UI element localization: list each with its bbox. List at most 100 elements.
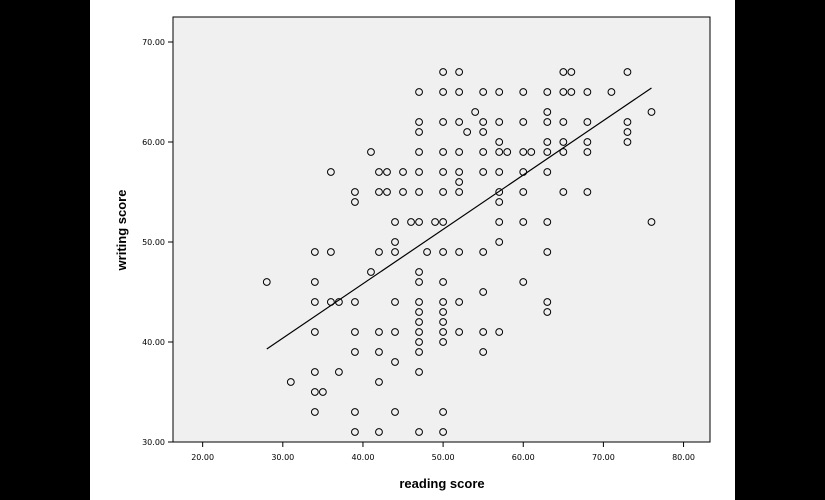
data-point [607,88,616,96]
data-point [567,88,576,96]
data-point [623,68,632,76]
data-point [455,88,464,96]
data-point [583,138,592,146]
data-point [351,428,359,436]
y-axis: 30.00 40.00 50.00 60.00 70.00 [142,38,173,447]
data-point [399,168,407,176]
data-point [495,328,504,336]
data-point [463,128,472,136]
data-point [623,118,632,126]
data-point [455,178,464,186]
data-point [519,148,528,156]
x-tick-label: 20.00 [191,453,214,462]
data-point [439,88,448,96]
data-point [455,298,464,306]
data-point [391,328,399,336]
data-point [286,378,295,386]
data-point [495,138,504,146]
data-point [479,328,488,336]
data-point [495,118,504,126]
data-point [479,118,488,126]
data-point [495,188,504,196]
data-point [335,368,343,376]
y-tick-label: 60.00 [142,138,165,147]
data-point [415,318,423,326]
data-point [495,238,504,246]
data-point [455,328,464,336]
data-point [415,328,423,336]
data-point [519,278,528,286]
data-point [391,408,399,416]
data-point [415,278,423,286]
data-point [495,198,504,206]
data-point [559,88,568,96]
data-point [479,88,488,96]
data-point [479,288,488,296]
data-point [383,168,391,176]
data-point [439,338,448,346]
data-point [455,168,464,176]
data-point [543,138,552,146]
data-point [559,148,568,156]
data-point [391,358,399,366]
data-point [567,68,576,76]
data-point [519,218,528,226]
data-point [559,188,568,196]
x-tick-label: 70.00 [592,453,615,462]
data-point [439,408,448,416]
scatter-chart: 20.00 30.00 40.00 50.00 60.00 70.00 80.00 30.0… [114,16,711,491]
data-point [543,148,552,156]
data-point [415,268,423,276]
data-point [351,298,359,306]
data-point [407,218,415,226]
data-point [351,408,359,416]
data-point [351,328,359,336]
data-point [375,428,383,436]
data-point [471,108,480,116]
data-point [495,148,504,156]
data-point [310,278,319,286]
data-point [367,148,375,156]
x-tick-label: 60.00 [512,453,535,462]
data-point [439,68,448,76]
data-point [310,408,319,416]
data-point [623,128,632,136]
data-point [439,298,448,306]
data-point [375,188,383,196]
data-point [415,428,423,436]
data-point [583,148,592,156]
data-point [310,328,319,336]
data-point [375,348,383,356]
data-point [439,308,448,316]
y-axis-title: writing score [114,190,129,272]
data-point [399,188,407,196]
data-point [423,248,431,256]
data-point [262,278,271,286]
data-point [375,168,383,176]
data-point [543,248,552,256]
data-point [543,88,552,96]
data-point [310,388,319,396]
data-point [351,348,359,356]
data-point [439,148,448,156]
data-point [439,318,448,326]
data-point [647,218,656,226]
x-axis-title: reading score [399,476,484,491]
data-point [415,128,423,136]
data-point [415,218,423,226]
data-point [415,188,423,196]
data-point [559,118,568,126]
data-point [559,68,568,76]
data-point [415,148,423,156]
data-point [559,138,568,146]
data-point [583,188,592,196]
data-point [383,188,391,196]
data-point [583,88,592,96]
data-point [318,388,327,396]
data-point [583,118,592,126]
data-point [439,188,448,196]
data-point [439,218,448,226]
data-point [415,88,423,96]
data-point [479,148,488,156]
data-point [351,198,359,206]
